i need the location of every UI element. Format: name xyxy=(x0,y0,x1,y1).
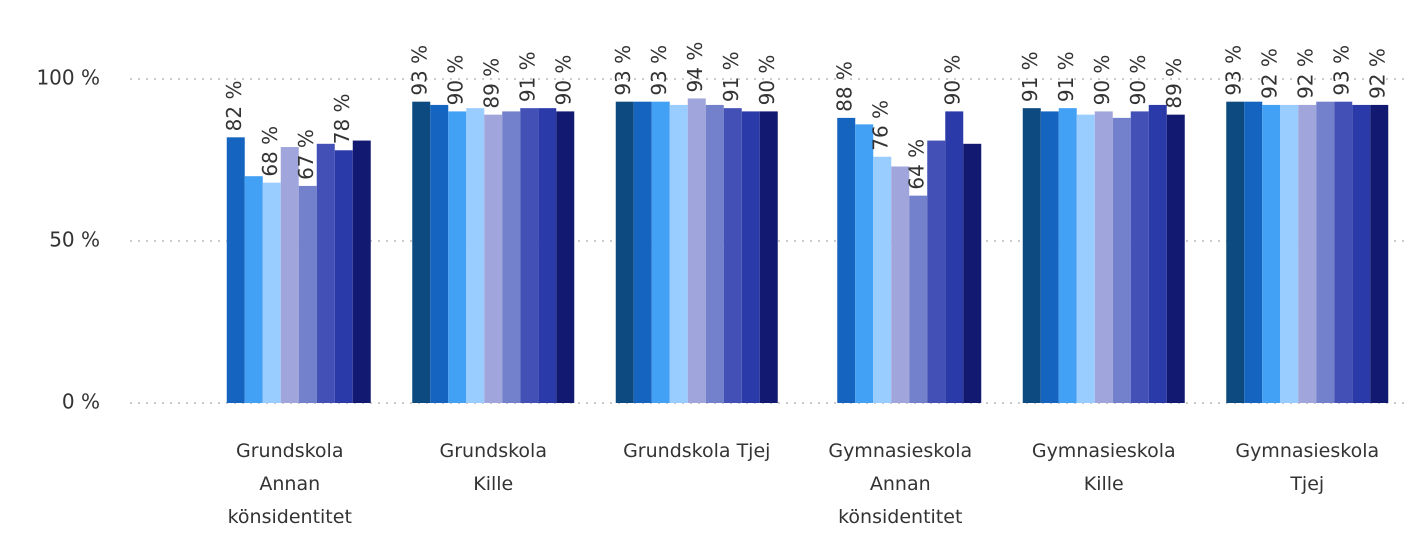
bar xyxy=(1058,108,1077,403)
data-label: 90 % xyxy=(444,55,468,106)
bar xyxy=(1148,104,1167,404)
data-label: 93 % xyxy=(1222,45,1246,96)
bar xyxy=(226,137,245,403)
bar xyxy=(723,108,742,403)
data-label: 91 % xyxy=(1054,51,1078,102)
bar xyxy=(909,195,928,403)
bar xyxy=(1040,111,1059,404)
data-label: 91 % xyxy=(719,51,743,102)
data-label: 94 % xyxy=(683,42,707,93)
bar xyxy=(1022,108,1041,403)
bar xyxy=(1130,111,1149,404)
bar xyxy=(945,111,964,404)
bar xyxy=(741,111,760,404)
bar xyxy=(1316,101,1335,404)
y-tick-label: 50 % xyxy=(49,228,100,252)
data-label: 89 % xyxy=(480,58,504,109)
bar xyxy=(280,147,299,403)
bar xyxy=(538,108,557,403)
bar xyxy=(891,166,910,403)
bar xyxy=(1352,104,1371,404)
bar xyxy=(873,156,892,403)
data-label: 92 % xyxy=(1258,48,1282,99)
bar xyxy=(1298,104,1317,404)
bar xyxy=(651,101,670,404)
bar xyxy=(759,111,778,404)
bar xyxy=(352,140,371,403)
bar xyxy=(316,143,335,404)
bar xyxy=(615,101,634,404)
bar xyxy=(244,176,263,403)
data-label: 67 % xyxy=(294,129,318,180)
bar xyxy=(855,124,874,404)
data-label: 93 % xyxy=(408,45,432,96)
bar xyxy=(687,98,706,403)
bar xyxy=(334,150,353,403)
data-label: 78 % xyxy=(330,93,354,144)
bar xyxy=(837,117,856,403)
data-label: 68 % xyxy=(258,126,282,177)
data-label: 90 % xyxy=(941,55,965,106)
data-label: 91 % xyxy=(1018,51,1042,102)
data-label: 93 % xyxy=(1330,45,1354,96)
data-label: 90 % xyxy=(755,55,779,106)
bar xyxy=(1370,104,1389,404)
data-label: 76 % xyxy=(869,100,893,151)
data-label: 89 % xyxy=(1162,58,1186,109)
x-tick-label: Gymnasieskola Tjej xyxy=(1235,440,1380,495)
data-label: 82 % xyxy=(222,81,246,132)
x-tick-label: Grundskola Annan könsidentitet xyxy=(227,440,352,528)
bar xyxy=(466,108,485,403)
bar xyxy=(1244,101,1263,404)
bar xyxy=(556,111,575,404)
bar xyxy=(1280,104,1299,404)
bar xyxy=(520,108,539,403)
data-label: 92 % xyxy=(1294,48,1318,99)
data-label: 91 % xyxy=(516,51,540,102)
bar xyxy=(1112,117,1131,403)
bar xyxy=(448,111,467,404)
bar xyxy=(484,114,503,403)
bar xyxy=(1166,114,1185,403)
data-label: 64 % xyxy=(905,139,929,190)
x-tick-label: Gymnasieskola Annan könsidentitet xyxy=(828,440,973,528)
bar xyxy=(1094,111,1113,404)
data-label: 93 % xyxy=(611,45,635,96)
x-tick-label: Gymnasieskola Kille xyxy=(1031,440,1176,495)
bar xyxy=(633,101,652,404)
bar xyxy=(502,111,521,404)
bar xyxy=(705,104,724,404)
bar xyxy=(1076,114,1095,403)
bar xyxy=(1334,101,1353,404)
x-tick-label: Grundskola Tjej xyxy=(623,440,771,462)
data-label: 90 % xyxy=(552,55,576,106)
y-tick-label: 100 % xyxy=(36,66,100,90)
y-tick-label: 0 % xyxy=(62,390,100,414)
bar xyxy=(1262,104,1281,404)
bar xyxy=(262,182,281,403)
bar xyxy=(298,185,317,403)
bar xyxy=(669,104,688,404)
bar xyxy=(963,143,982,404)
bar xyxy=(412,101,431,404)
bar xyxy=(927,140,946,403)
data-label: 90 % xyxy=(1090,55,1114,106)
data-label: 90 % xyxy=(1126,55,1150,106)
x-tick-label: Grundskola Kille xyxy=(439,440,547,495)
bar xyxy=(430,104,449,404)
bar xyxy=(1226,101,1245,404)
data-label: 92 % xyxy=(1366,48,1390,99)
data-label: 88 % xyxy=(833,61,857,112)
data-label: 93 % xyxy=(647,45,671,96)
